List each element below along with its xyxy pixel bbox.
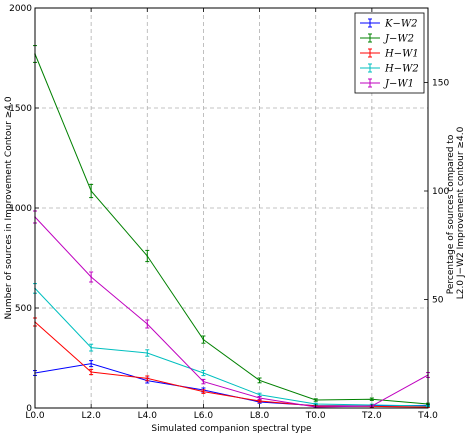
data-point	[146, 323, 149, 325]
data-point	[314, 399, 317, 401]
data-point	[258, 394, 261, 396]
legend-entry: H−W2	[360, 63, 419, 75]
y2-tick-label: 100	[432, 187, 449, 197]
y-axis-label: Number of sources in Improvement Contour…	[4, 96, 14, 319]
legend-label: J−W2	[383, 34, 414, 45]
data-point	[371, 398, 373, 401]
data-point	[202, 380, 205, 383]
axis-ticks: L0.0 L2.0 L4.0 L6.0 L8.0 T0.0 T2.0 T4.0 0 500 1000…	[9, 4, 449, 421]
data-point	[90, 276, 92, 278]
data-point	[202, 390, 205, 393]
x-tick-label: L6.0	[194, 411, 214, 421]
series-line	[34, 216, 429, 408]
x-tick-label: L0.0	[25, 411, 45, 421]
series-J−W1	[33, 210, 430, 408]
x-tick-label: T2.0	[361, 411, 382, 421]
y-tick-label: 500	[15, 304, 32, 314]
series-line	[34, 288, 429, 407]
x-tick-label: T4.0	[417, 411, 438, 421]
legend-label: H−W1	[384, 49, 419, 60]
x-tick-label: L4.0	[138, 411, 158, 421]
data-point	[90, 190, 92, 192]
legend-label: K−W2	[384, 19, 418, 30]
y2-axis-label-line-2: L2.0 J−W2 Improvement contour ≥4.0	[456, 126, 466, 299]
data-point	[202, 372, 205, 374]
series-line	[34, 53, 429, 405]
y-tick-label: 1000	[9, 204, 32, 214]
legend: K−W2 J−W2 H−W1 H−W2 J−W1	[354, 12, 425, 94]
data-point	[258, 379, 261, 382]
y2-tick-label: 50	[432, 296, 444, 306]
y2-tick-label: 150	[432, 79, 449, 89]
grid-lines	[35, 8, 428, 408]
data-point	[202, 338, 205, 341]
y2-axis-label: Percentage of sources compared to L2.0 J…	[446, 126, 466, 299]
x-axis-label: Simulated companion spectral type	[151, 424, 312, 434]
data-point	[146, 352, 149, 354]
legend-entry: J−W2	[360, 33, 414, 45]
data-point	[90, 362, 92, 365]
y-tick-label: 1500	[9, 104, 32, 114]
series-H−W1	[33, 317, 430, 408]
data-point	[90, 371, 92, 373]
legend-entry: J−W1	[360, 78, 414, 90]
y-tick-label: 2000	[9, 4, 32, 14]
legend-entry: K−W2	[360, 18, 418, 30]
x-tick-label: T0.0	[305, 411, 326, 421]
x-tick-label: L2.0	[81, 411, 101, 421]
series-H−W2	[33, 283, 430, 408]
legend-label: H−W2	[384, 64, 419, 75]
data-point	[258, 397, 261, 399]
x-tick-label: L8.0	[250, 411, 270, 421]
data-point	[258, 400, 261, 402]
y2-axis-label-line-1: Percentage of sources compared to	[446, 134, 456, 294]
series-lines	[33, 45, 430, 408]
data-point	[146, 255, 149, 257]
y-tick-label: 0	[26, 404, 32, 414]
legend-label: J−W1	[383, 79, 414, 90]
legend-entry: H−W1	[360, 48, 419, 60]
data-point	[90, 346, 92, 349]
data-point	[146, 377, 149, 380]
